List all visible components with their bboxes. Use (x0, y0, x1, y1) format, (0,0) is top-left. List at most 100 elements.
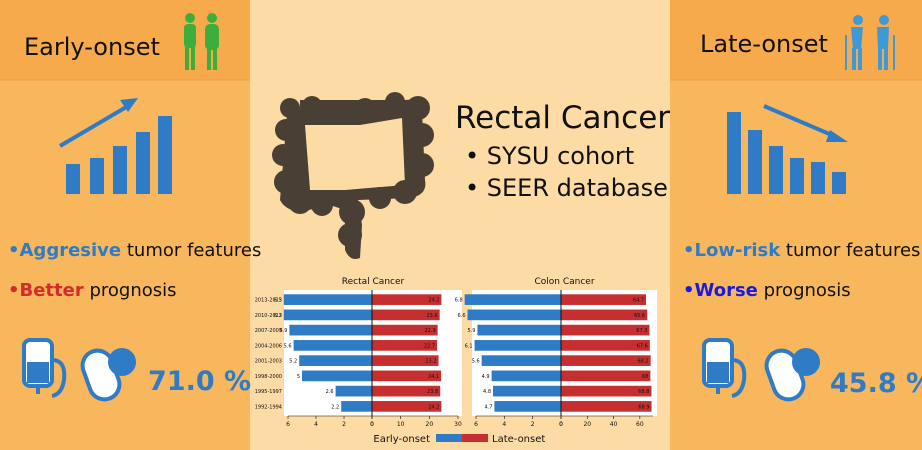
legend-label: Late-onset (492, 434, 545, 445)
y-tick-label: 2001-2003 (255, 359, 282, 365)
value-label: 4.7 (484, 404, 492, 410)
bar (494, 401, 561, 412)
bullet: • SYSU cohort (465, 142, 634, 170)
rising-bars-icon (66, 116, 172, 194)
legend-swatch (436, 434, 462, 442)
x-tick-label: 0 (559, 421, 563, 428)
bar (481, 355, 561, 366)
bar (372, 324, 438, 336)
value-label: 68.9 (638, 404, 649, 410)
bar (335, 385, 372, 397)
value-label: 6.6 (458, 313, 466, 319)
feature-line: •Low-risk tumor features (683, 240, 920, 261)
y-tick-label: 2013-2015 (255, 298, 282, 304)
bar (561, 370, 651, 382)
x-tick-label: 30 (454, 421, 462, 428)
bar (372, 370, 442, 382)
highlight: •Aggresive (8, 240, 121, 261)
bar (561, 294, 647, 305)
x-tick-label: 2 (342, 421, 346, 428)
prognosis-line: •Better prognosis (8, 280, 177, 301)
value-label: 5 (297, 374, 300, 380)
text: tumor features (786, 240, 921, 261)
bar (283, 294, 372, 305)
up-arrow (58, 98, 138, 148)
x-tick-label: 0 (559, 421, 563, 428)
treatment-icon-left (22, 338, 136, 402)
bar (561, 385, 652, 397)
survival-rate: 45.8 % (830, 368, 922, 399)
bar (493, 385, 561, 397)
text: prognosis (89, 280, 176, 301)
value-label: 6.1 (465, 343, 473, 349)
x-tick-label: 4 (502, 421, 506, 428)
value-label: 68.8 (638, 389, 649, 395)
plot-area (284, 290, 462, 416)
value-label: 68.2 (637, 359, 648, 365)
value-label: 6.8 (455, 298, 463, 304)
y-tick-label: 2010-2012 (255, 313, 282, 319)
bar (467, 309, 561, 321)
bar (474, 340, 561, 351)
bar (283, 309, 372, 321)
x-tick-label: 2 (531, 421, 535, 428)
bar (341, 401, 372, 412)
treatment-icon-right (702, 338, 820, 402)
value-label: 5.9 (279, 328, 287, 334)
bar (491, 370, 561, 382)
value-label: 23.8 (427, 389, 438, 395)
bar (372, 401, 442, 412)
young-people-icon (184, 13, 219, 70)
bar (372, 340, 438, 351)
x-tick-label: 40 (610, 421, 618, 428)
y-tick-label: 1998-2000 (255, 374, 282, 380)
value-label: 24.1 (428, 374, 439, 380)
y-tick-label: 2007-2009 (255, 328, 282, 334)
x-tick-label: 20 (583, 421, 591, 428)
bar (372, 309, 440, 321)
center-title: Rectal Cancer (455, 100, 670, 136)
x-tick-label: 60 (636, 421, 644, 428)
feature-line: •Aggresive tumor features (8, 240, 261, 261)
value-label: 67.6 (637, 343, 648, 349)
y-tick-label: 1992-1994 (255, 404, 282, 410)
value-label: 65.6 (634, 313, 645, 319)
value-label: 68 (642, 374, 648, 380)
bar (372, 294, 442, 305)
y-tick-label: 1995-1997 (255, 389, 282, 395)
value-label: 23.6 (427, 313, 438, 319)
value-label: 23.2 (425, 359, 436, 365)
plot-area (472, 290, 657, 416)
bar (293, 340, 372, 351)
x-tick-label: 0 (370, 421, 374, 428)
value-label: 4.8 (483, 389, 491, 395)
elderly-people-icon (845, 15, 895, 70)
bar (299, 355, 372, 366)
x-tick-label: 0 (370, 421, 374, 428)
bar (372, 355, 439, 366)
bar (561, 340, 650, 351)
bar (561, 309, 648, 321)
bar (561, 401, 652, 412)
value-label: 22.7 (424, 343, 435, 349)
highlight: •Low-risk (683, 240, 781, 261)
x-tick-label: 10 (397, 421, 405, 428)
highlight: •Worse (683, 280, 758, 301)
x-tick-label: 20 (426, 421, 434, 428)
bar (372, 385, 441, 397)
x-tick-label: 6 (474, 421, 478, 428)
value-label: 24.2 (428, 298, 439, 304)
prognosis-line: •Worse prognosis (683, 280, 851, 301)
value-label: 2.2 (331, 404, 339, 410)
value-label: 2.6 (326, 389, 334, 395)
value-label: 4.9 (482, 374, 490, 380)
legend-swatch (462, 434, 488, 442)
falling-bars-icon (727, 112, 846, 194)
bar (477, 324, 561, 336)
value-label: 5.2 (289, 359, 297, 365)
chart-title: Colon Cancer (534, 277, 594, 287)
highlight: •Better (8, 280, 84, 301)
chart-title: Rectal Cancer (342, 277, 405, 287)
bar (464, 294, 561, 305)
